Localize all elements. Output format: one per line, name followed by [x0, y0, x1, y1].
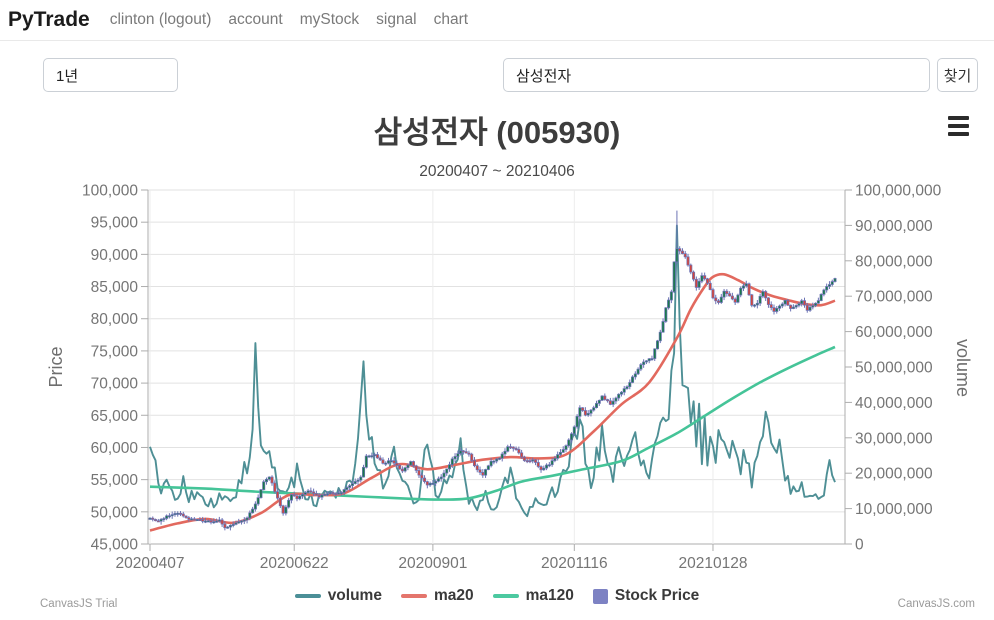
svg-text:60,000,000: 60,000,000 — [855, 324, 933, 341]
svg-text:80,000: 80,000 — [91, 311, 139, 328]
nav-links: clinton (logout) account myStock signal … — [110, 11, 468, 29]
svg-text:20200622: 20200622 — [260, 555, 329, 572]
stock-price-box-swatch — [592, 588, 608, 604]
nav-link-chart[interactable]: chart — [433, 11, 469, 28]
nav-link-signal[interactable]: signal — [376, 11, 417, 28]
svg-text:90,000,000: 90,000,000 — [855, 218, 933, 235]
stock-search-input[interactable] — [503, 58, 930, 92]
svg-text:80,000,000: 80,000,000 — [855, 253, 933, 270]
svg-text:95,000: 95,000 — [91, 215, 139, 232]
nav-link-mystock[interactable]: myStock — [299, 11, 360, 28]
svg-text:60,000: 60,000 — [91, 440, 139, 457]
volume-line-swatch — [294, 594, 321, 598]
svg-text:85,000: 85,000 — [91, 279, 139, 296]
legend-item-volume[interactable]: volume — [294, 587, 382, 605]
chart-subtitle: 20200407 ~ 20210406 — [419, 163, 575, 180]
legend-item-ma20[interactable]: ma20 — [400, 587, 474, 605]
ma120-line-swatch — [492, 594, 519, 598]
period-input[interactable] — [43, 58, 178, 92]
svg-text:55,000: 55,000 — [91, 472, 139, 489]
nav-link-account[interactable]: account — [228, 11, 283, 28]
svg-text:10,000,000: 10,000,000 — [855, 501, 933, 518]
ma20-line-swatch — [400, 594, 427, 598]
chart-menu-icon[interactable] — [948, 116, 969, 136]
volume-series-line — [149, 224, 836, 518]
svg-text:20201116: 20201116 — [541, 555, 608, 572]
canvasjs-credit-link[interactable]: CanvasJS.com — [897, 598, 975, 610]
legend-item-stock-price[interactable]: Stock Price — [592, 587, 699, 605]
svg-text:50,000: 50,000 — [91, 504, 139, 521]
svg-text:65,000: 65,000 — [91, 408, 139, 425]
svg-text:20210128: 20210128 — [678, 555, 747, 572]
search-button[interactable]: 찾기 — [937, 58, 978, 92]
svg-text:20200901: 20200901 — [398, 555, 467, 572]
svg-text:100,000: 100,000 — [82, 183, 138, 200]
svg-text:20200407: 20200407 — [116, 555, 185, 572]
svg-text:30,000,000: 30,000,000 — [855, 430, 933, 447]
ma20-series-line — [149, 272, 836, 532]
axis-labels: 45,000 50,000 55,000 60,000 65,000 70,000 75,0… — [82, 183, 942, 573]
svg-text:45,000: 45,000 — [91, 537, 139, 554]
svg-text:20,000,000: 20,000,000 — [855, 466, 933, 483]
svg-text:40,000,000: 40,000,000 — [855, 395, 933, 412]
svg-text:90,000: 90,000 — [91, 247, 139, 264]
svg-text:50,000,000: 50,000,000 — [855, 360, 933, 377]
chart-title: 삼성전자 (005930) — [373, 115, 621, 150]
price-axis-title: Price — [46, 346, 66, 387]
svg-text:70,000: 70,000 — [91, 376, 139, 393]
legend-item-ma120[interactable]: ma120 — [492, 587, 574, 605]
chart-legend: volume ma20 ma120 Stock Price — [0, 587, 994, 605]
nav-link-user-logout[interactable]: clinton (logout) — [109, 11, 212, 28]
brand-logo[interactable]: PyTrade — [8, 8, 90, 31]
candlestick-series — [148, 210, 837, 531]
navbar: PyTrade clinton (logout) account myStock… — [0, 0, 994, 41]
volume-axis-title: volume — [953, 339, 973, 397]
svg-text:100,000,000: 100,000,000 — [855, 183, 942, 200]
svg-text:70,000,000: 70,000,000 — [855, 289, 933, 306]
canvasjs-trial-watermark: CanvasJS Trial — [40, 598, 118, 610]
svg-text:75,000: 75,000 — [91, 343, 139, 360]
svg-text:0: 0 — [855, 537, 864, 554]
